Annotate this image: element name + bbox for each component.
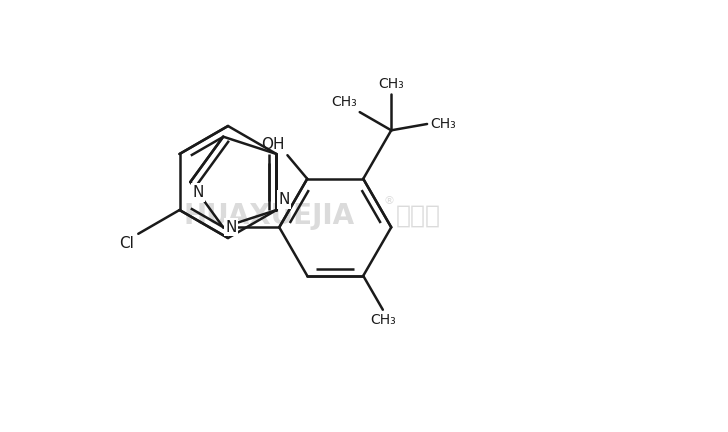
Text: OH: OH xyxy=(261,137,285,152)
Text: ®: ® xyxy=(384,196,395,206)
Text: N: N xyxy=(279,192,290,207)
Text: HUAXUEJIA: HUAXUEJIA xyxy=(183,202,355,230)
Text: CH₃: CH₃ xyxy=(331,95,357,109)
Text: 化学加: 化学加 xyxy=(396,204,441,228)
Text: CH₃: CH₃ xyxy=(379,77,404,91)
Text: Cl: Cl xyxy=(119,236,134,251)
Text: N: N xyxy=(225,220,237,235)
Text: CH₃: CH₃ xyxy=(370,313,396,327)
Text: N: N xyxy=(192,185,204,200)
Text: CH₃: CH₃ xyxy=(430,117,456,131)
